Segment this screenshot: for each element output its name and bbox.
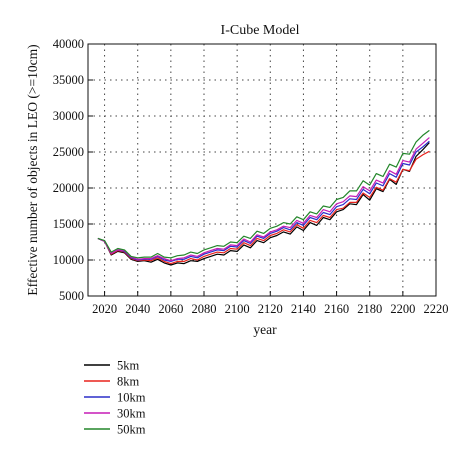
x-tick-label: 2160 (324, 302, 349, 316)
legend-label: 30km (117, 407, 146, 421)
y-tick-label: 5000 (59, 289, 84, 303)
x-tick-label: 2100 (225, 302, 250, 316)
x-tick-label: 2060 (158, 302, 183, 316)
series-line-30km (97, 137, 430, 262)
x-tick-label: 2180 (357, 302, 382, 316)
chart-title: I-Cube Model (221, 23, 300, 38)
grid-lines (88, 44, 436, 296)
x-tick-label: 2040 (125, 302, 150, 316)
series-line-8km (97, 150, 430, 265)
x-axis-label: year (253, 322, 277, 337)
legend-label: 10km (117, 391, 146, 405)
y-tick-label: 10000 (53, 253, 84, 267)
y-tick-label: 15000 (53, 217, 84, 231)
legend-label: 5km (117, 359, 140, 373)
axis-ticks: 2020 2040 2060 2080 2100 2120 2140 2160 2180 2200… (53, 37, 449, 316)
y-tick-label: 35000 (53, 73, 84, 87)
series-line-10km (97, 140, 430, 262)
series-lines (97, 129, 430, 266)
legend-label: 8km (117, 375, 140, 389)
series-line-5km (97, 142, 430, 266)
x-tick-label: 2140 (291, 302, 316, 316)
x-tick-label: 2080 (192, 302, 217, 316)
y-axis-label: Effective number of objects in LEO (>=10… (25, 44, 40, 295)
x-tick-label: 2120 (258, 302, 283, 316)
series-line-50km (97, 129, 430, 259)
y-tick-label: 40000 (53, 37, 84, 51)
plot-frame (87, 43, 437, 297)
y-tick-label: 25000 (53, 145, 84, 159)
y-tick-label: 20000 (53, 181, 84, 195)
legend: 5km 8km 10km 30km 50km (84, 359, 146, 437)
y-tick-label: 30000 (53, 109, 84, 123)
x-tick-label: 2220 (424, 302, 449, 316)
x-tick-label: 2200 (390, 302, 415, 316)
legend-label: 50km (117, 423, 146, 437)
x-tick-label: 2020 (92, 302, 117, 316)
